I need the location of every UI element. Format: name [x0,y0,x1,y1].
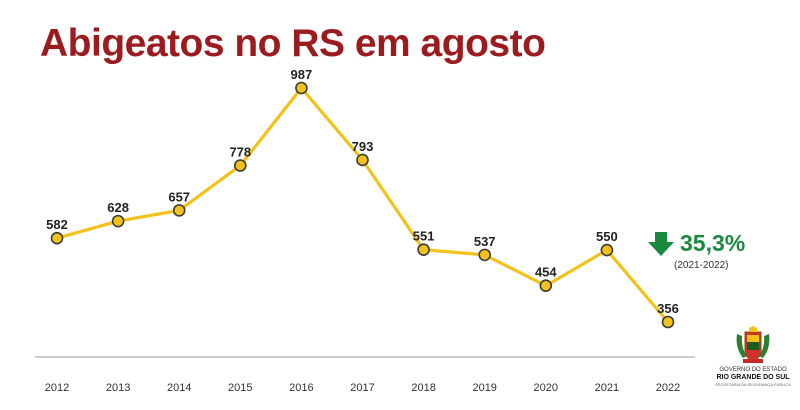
change-value: 35,3% [680,230,746,256]
x-tick-label-2015: 2015 [228,382,252,394]
data-labels: 582 628 657 778 987 793 551 537 454 550 356 [46,67,679,316]
x-tick-label-2020: 2020 [534,382,558,394]
data-label-2022: 356 [657,301,679,316]
x-tick-label-2016: 2016 [289,382,313,394]
data-point-2016 [295,81,308,95]
series-line [56,86,670,324]
logo-line-1: GOVERNO DO ESTADO [719,367,787,373]
x-tick-label-2022: 2022 [656,382,680,394]
data-label-2020: 454 [535,265,557,280]
data-label-2018: 551 [413,229,435,244]
x-tick-label-2013: 2013 [106,382,130,394]
chart-title: Abigeatos no RS em agosto [40,22,546,65]
change-period: (2021-2022) [674,260,729,271]
logo-line-3: SECRETARIA DA SEGURANÇA PÚBLICA [715,382,791,387]
data-point-2022 [661,315,675,329]
data-point-2020 [539,279,553,292]
data-label-2012: 582 [46,217,68,232]
data-label-2017: 793 [352,139,374,154]
x-tick-label-2012: 2012 [45,382,69,394]
government-logo: GOVERNO DO ESTADO RIO GRANDE DO SUL SECR… [712,326,794,387]
x-tick-label-2021: 2021 [595,382,619,394]
data-point-2021 [600,243,614,257]
x-tick-label-2018: 2018 [411,382,435,394]
arrow-down-icon [648,231,674,256]
data-point-2013 [111,214,125,228]
data-label-2014: 657 [168,189,190,204]
state-coat-of-arms-icon [736,326,770,363]
data-point-2017 [356,153,369,167]
data-point-2014 [172,204,186,217]
data-label-2013: 628 [107,200,129,215]
data-point-2019 [478,248,492,262]
data-point-2018 [417,243,430,256]
x-tick-label-2019: 2019 [472,382,496,394]
data-point-2012 [50,231,64,245]
x-tick-labels: 2012 2013 2014 2015 2016 2017 2018 2019 2020 2021… [45,382,680,394]
logo-line-2: RIO GRANDE DO SUL [716,374,790,381]
data-label-2016: 987 [291,67,313,82]
x-tick-label-2014: 2014 [167,382,191,394]
data-label-2015: 778 [229,145,251,160]
data-point-2015 [234,159,247,172]
data-label-2021: 550 [596,229,618,244]
data-label-2019: 537 [474,234,496,249]
data-points [50,81,675,329]
x-tick-label-2017: 2017 [350,382,374,394]
change-annotation: 35,3% (2021-2022) [648,230,758,271]
